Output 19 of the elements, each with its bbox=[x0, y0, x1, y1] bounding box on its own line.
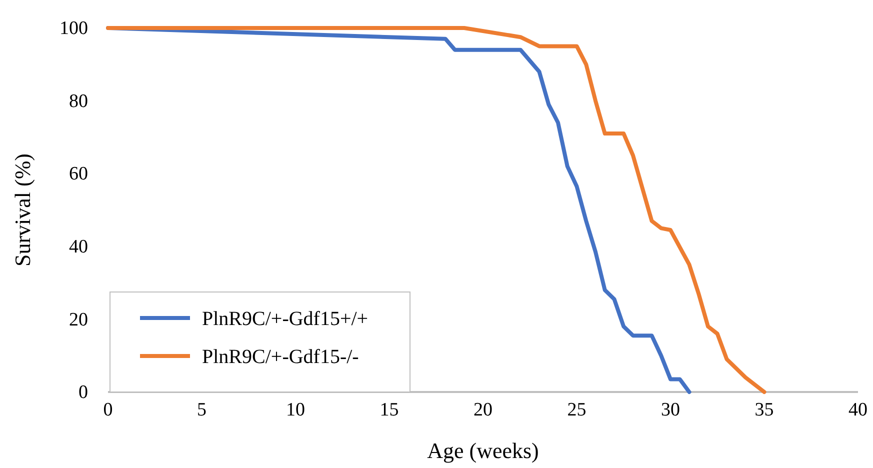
y-tick-label: 20 bbox=[69, 309, 88, 330]
x-tick-label: 20 bbox=[474, 399, 492, 420]
x-tick-label: 25 bbox=[567, 399, 586, 420]
x-tick-label: 30 bbox=[661, 399, 680, 420]
x-tick-label: 15 bbox=[380, 399, 399, 420]
y-axis-title: Survival (%) bbox=[10, 153, 35, 267]
y-tick-label: 100 bbox=[60, 18, 88, 40]
x-tick-label: 5 bbox=[197, 399, 206, 420]
y-tick-label: 60 bbox=[69, 164, 88, 185]
legend-label: PlnR9C/+-Gdf15+/+ bbox=[202, 308, 368, 330]
legend-label: PlnR9C/+-Gdf15-/- bbox=[202, 346, 359, 368]
x-tick-label: 35 bbox=[754, 399, 774, 420]
x-tick-label: 0 bbox=[103, 399, 113, 420]
y-tick-label: 40 bbox=[69, 236, 88, 258]
x-tick-label: 40 bbox=[848, 399, 868, 420]
y-tick-label: 80 bbox=[69, 90, 88, 112]
y-tick-label: 0 bbox=[78, 382, 88, 404]
x-tick-label: 10 bbox=[286, 399, 305, 420]
x-axis-title: Age (weeks) bbox=[427, 438, 539, 463]
